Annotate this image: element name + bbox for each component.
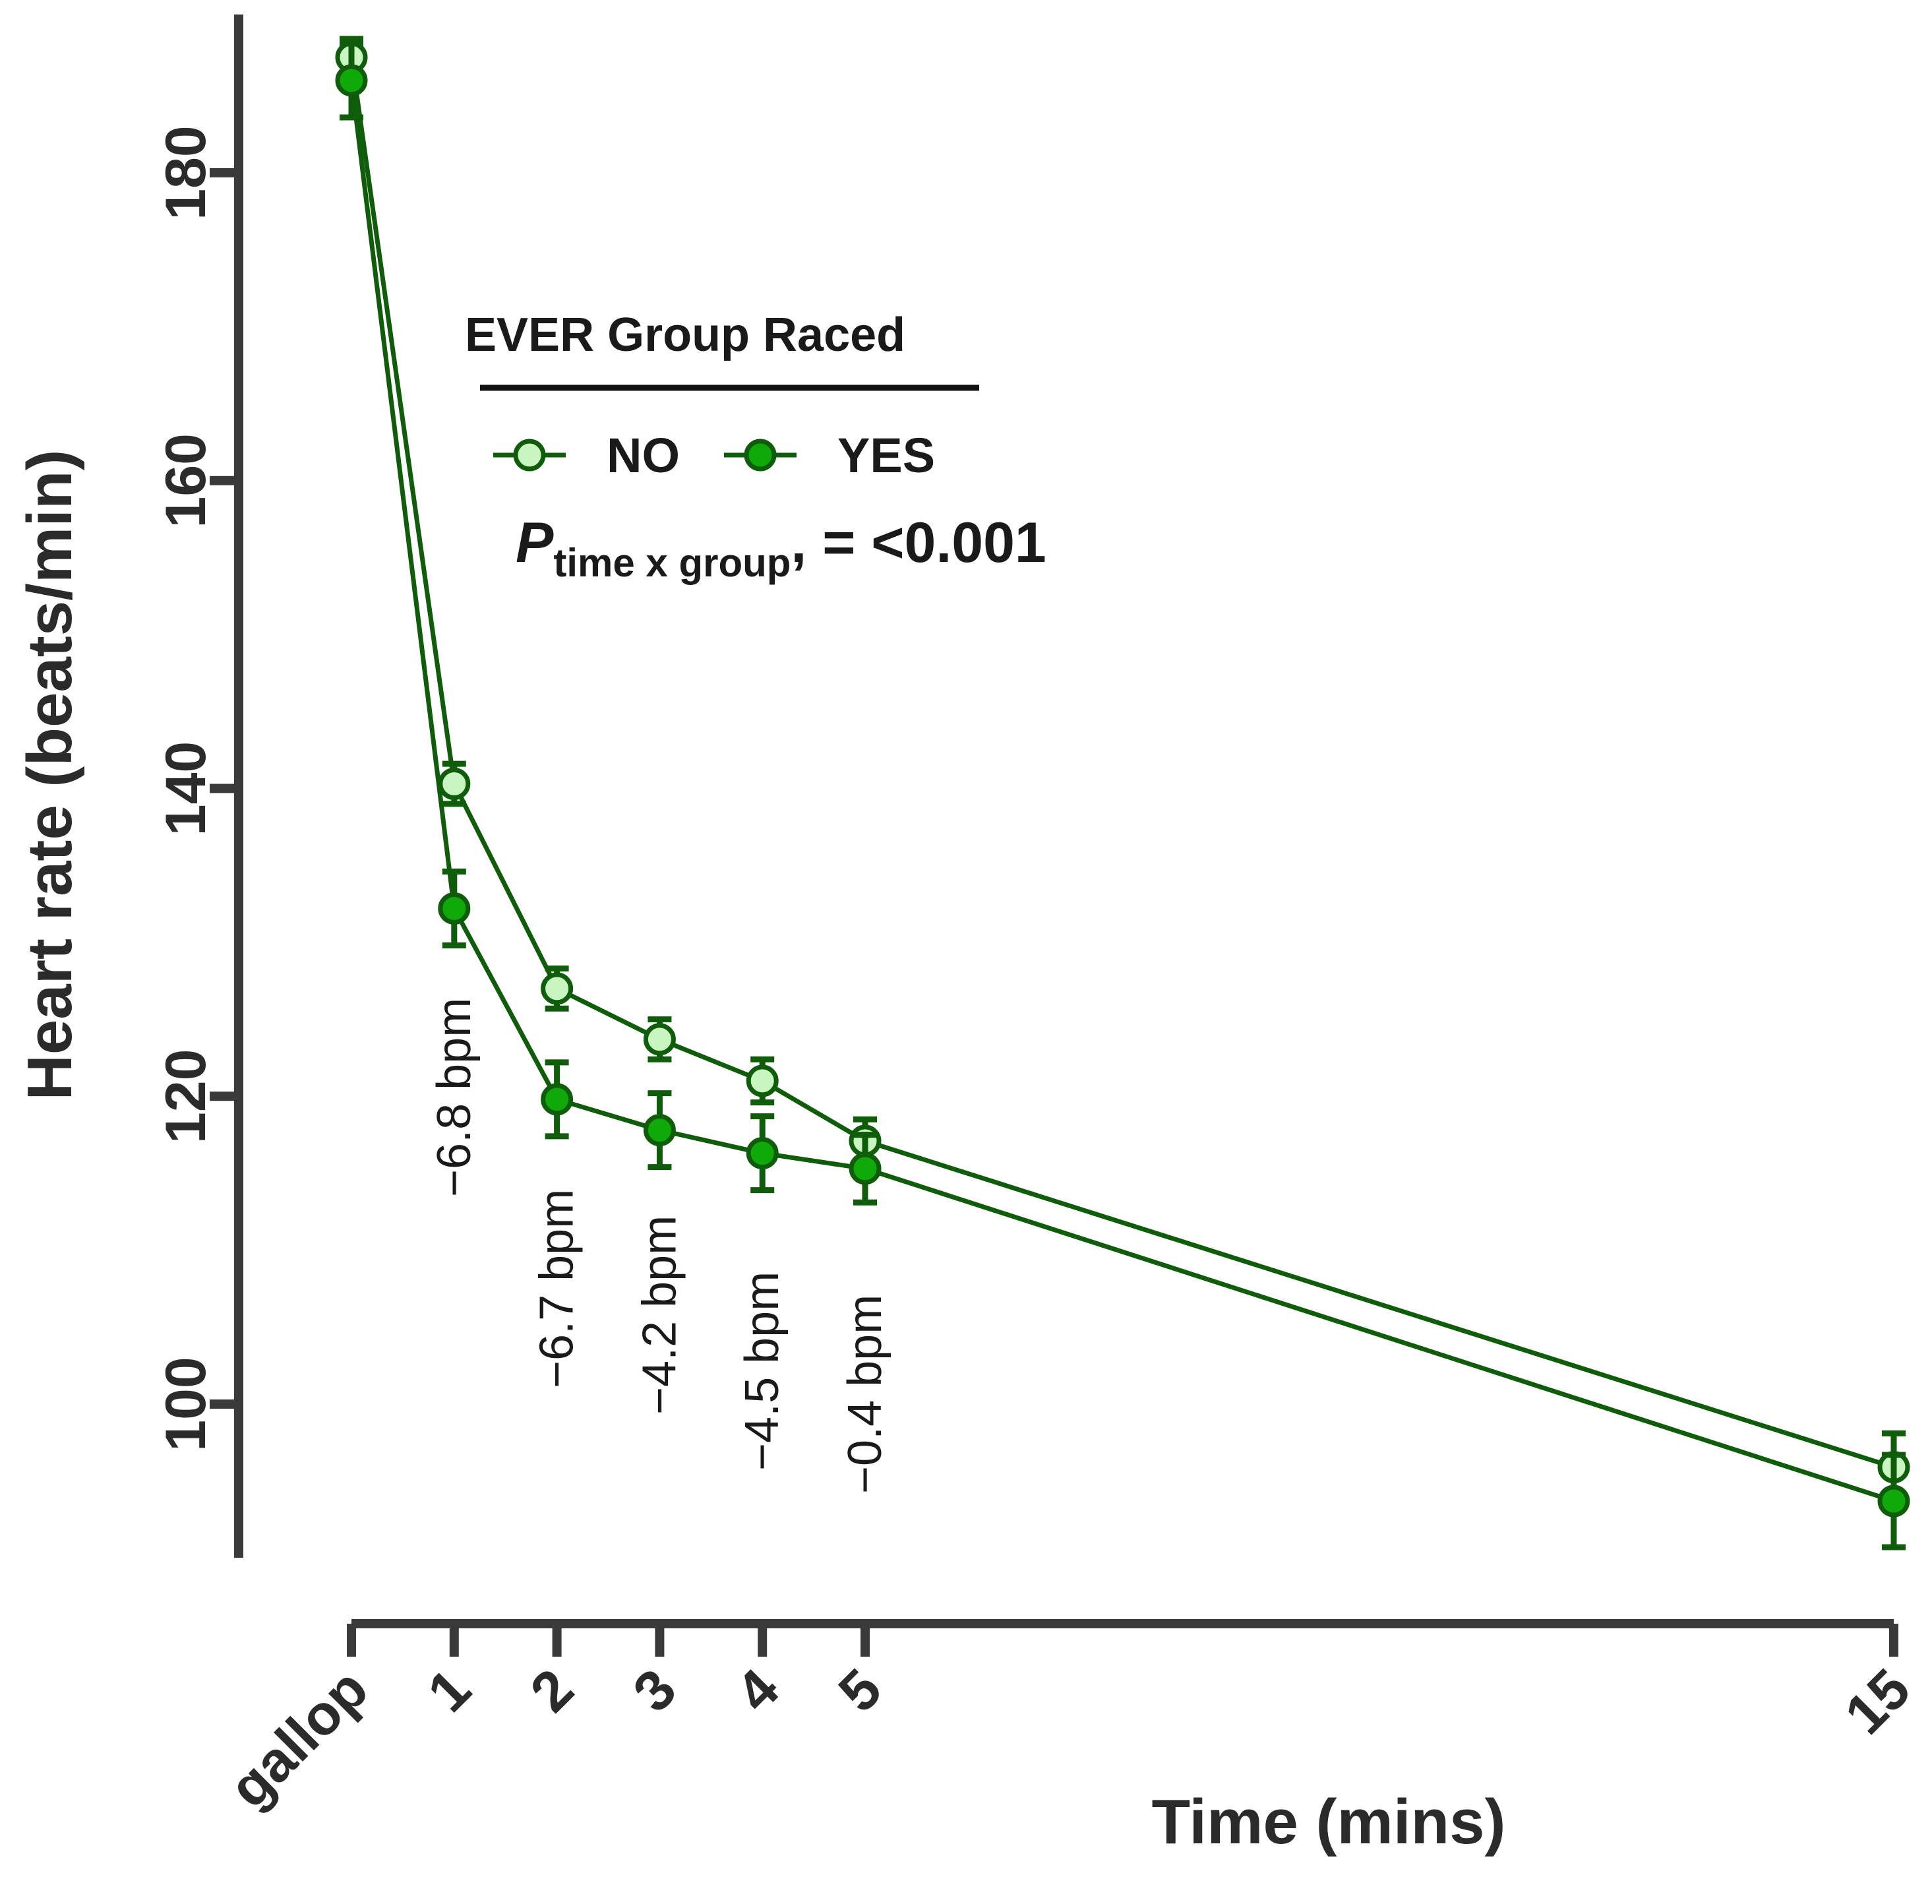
data-point-yes (746, 1137, 779, 1170)
y-axis: 100 120 140 160 180 (154, 15, 243, 1558)
p-subscript: time x group (553, 541, 791, 585)
series-layer (335, 36, 1910, 1551)
data-point-yes (643, 1114, 676, 1147)
series-yes (335, 40, 1910, 1551)
x-tick-label: gallop (218, 1657, 380, 1820)
annotation-layer: −6.8 bpm −6.7 bpm −4.2 bpm −4.5 bpm −0.4 bpm (428, 998, 891, 1494)
x-tick-label: 3 (621, 1657, 688, 1725)
p-value-text: , = <0.001 (791, 511, 1046, 574)
y-tick-label: 180 (154, 125, 218, 220)
y-tick-label: 140 (154, 741, 218, 836)
data-point-no (746, 1064, 779, 1097)
data-point-no (541, 972, 574, 1005)
data-point-no (643, 1023, 676, 1056)
legend-title: EVER Group Raced (465, 309, 905, 361)
bpm-annotation: −0.4 bpm (839, 1295, 891, 1494)
p-symbol: P (516, 511, 554, 574)
y-axis-title: Heart rate (beats/min) (15, 450, 85, 1101)
data-point-yes (541, 1083, 574, 1116)
x-tick-label: 2 (518, 1657, 586, 1725)
y-tick-label: 120 (154, 1049, 218, 1144)
data-point-no (438, 767, 471, 800)
bpm-annotation: −4.5 bpm (736, 1272, 789, 1471)
legend-item-yes: YES (724, 428, 935, 483)
bpm-annotation: −6.8 bpm (428, 998, 481, 1197)
data-point-yes (335, 64, 368, 97)
legend-label: NO (607, 428, 680, 483)
y-tick-label: 100 (154, 1357, 218, 1452)
p-value-label: Ptime x group, = <0.001 (516, 511, 1046, 585)
x-tick-label: 5 (827, 1657, 894, 1725)
data-point-yes (849, 1152, 882, 1185)
x-axis: gallop 1 2 3 4 5 15 (218, 1619, 1923, 1820)
data-point-yes (1877, 1485, 1910, 1518)
x-axis-title: Time (mins) (1152, 1787, 1506, 1857)
legend-label: YES (837, 428, 935, 483)
x-tick-label: 15 (1833, 1657, 1923, 1747)
y-tick-label: 160 (154, 433, 218, 528)
legend-swatch-marker (744, 439, 777, 472)
x-tick-label: 4 (724, 1657, 791, 1724)
legend-swatch-marker (513, 439, 546, 472)
data-point-yes (438, 892, 471, 925)
legend: EVER Group Raced NO YES (465, 309, 979, 483)
bpm-annotation: −6.7 bpm (531, 1189, 584, 1388)
legend-item-no: NO (493, 428, 680, 483)
x-tick-label: 1 (416, 1657, 483, 1725)
bpm-annotation: −4.2 bpm (633, 1215, 686, 1415)
